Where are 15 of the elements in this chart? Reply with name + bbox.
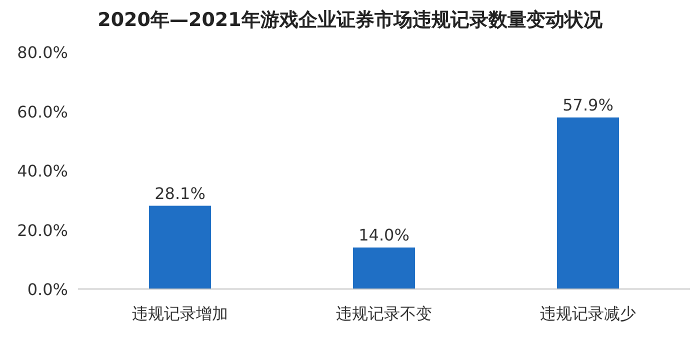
x-tick-label: 违规记录减少 — [540, 304, 636, 323]
y-tick-label: 40.0% — [17, 162, 68, 180]
y-tick-label: 20.0% — [17, 220, 68, 240]
y-tick-label: 60.0% — [17, 102, 68, 122]
bar — [149, 206, 211, 289]
data-label: 14.0% — [358, 226, 410, 245]
x-tick-label: 违规记录不变 — [336, 304, 432, 323]
y-tick-label: 0.0% — [27, 280, 68, 299]
chart-title: 2020年—2021年游戏企业证券市场违规记录数量变动状况 — [98, 9, 604, 31]
x-tick-label: 违规记录增加 — [132, 304, 228, 323]
data-label: 57.9% — [562, 95, 614, 114]
bar — [353, 248, 415, 289]
bar — [557, 117, 619, 289]
y-tick-label: 80.0% — [17, 43, 68, 62]
data-label: 28.1% — [154, 184, 206, 203]
